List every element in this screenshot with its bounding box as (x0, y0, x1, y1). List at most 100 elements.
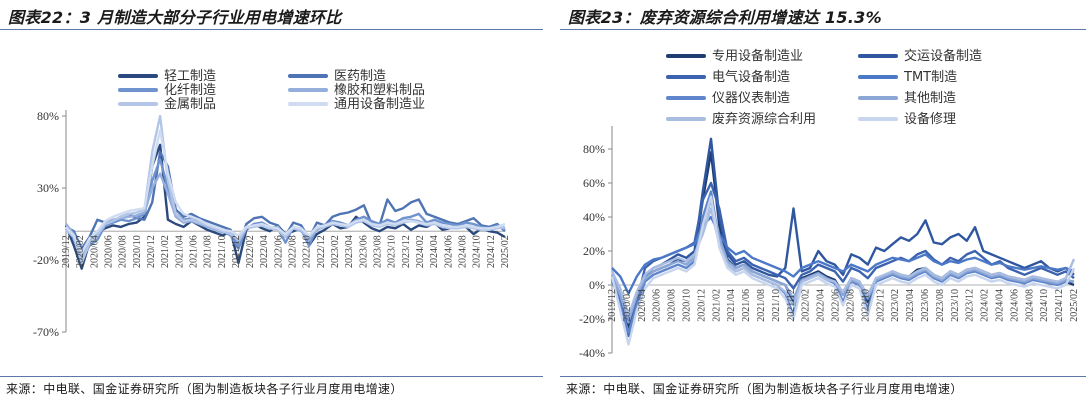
x-tick-label: 2021/02 (711, 289, 722, 322)
x-tick-label: 2023/06 (358, 235, 369, 268)
series-line-4 (611, 215, 1075, 295)
x-tick-label: 2020/04 (89, 235, 100, 268)
y-tick-label: 40% (583, 210, 605, 224)
right-footer-divider (560, 376, 1086, 377)
series-line-8 (610, 195, 1076, 346)
x-tick-label: 2024/10 (472, 235, 483, 268)
x-tick-label: 2020/06 (103, 235, 114, 268)
x-tick-label: 2020/08 (667, 289, 678, 322)
x-tick-label: 2023/04 (905, 289, 916, 322)
right-chart-title: 图表23：废弃资源综合利用增速达 15.3% (568, 8, 882, 27)
x-tick-label: 2024/12 (1054, 289, 1065, 322)
legend-label: 废弃资源综合利用 (712, 111, 816, 127)
x-tick-label: 2020/12 (146, 235, 157, 268)
legend-label: 仪器仪表制造 (712, 91, 790, 106)
x-tick-label: 2024/10 (1039, 289, 1050, 322)
x-tick-label: 2019/12 (607, 289, 618, 322)
y-tick-label: -20% (33, 253, 59, 267)
x-tick-label: 2020/02 (622, 289, 633, 322)
left-footer-divider (0, 376, 543, 377)
x-tick-label: 2024/08 (458, 235, 469, 268)
y-tick-label: -70% (33, 325, 59, 339)
y-tick-label: 80% (583, 142, 605, 156)
right-chart: 80% 60% 40% 20% 0% -20% -40% 2019/12 2020/02 2020… (579, 48, 1080, 360)
x-tick-label: 2022/08 (845, 289, 856, 322)
legend-label: 化纤制造 (164, 83, 216, 98)
series-line-3 (65, 157, 506, 262)
x-tick-label: 2022/04 (259, 235, 270, 268)
legend-label: 设备修理 (904, 111, 956, 127)
x-tick-label: 2023/08 (373, 235, 384, 268)
x-tick-label: 2021/12 (231, 235, 242, 268)
x-tick-label: 2022/02 (245, 235, 256, 268)
legend-label: 其他制造 (904, 91, 956, 106)
y-tick-label: -40% (579, 346, 605, 360)
series-line-5 (65, 114, 506, 265)
series-line-2 (610, 137, 1075, 321)
left-chart-title: 图表22：3 月制造大部分子行业用电增速环比 (8, 8, 342, 27)
x-tick-label: 2024/08 (1024, 289, 1035, 322)
x-tick-label: 2023/10 (950, 289, 961, 322)
x-tick-label: 2019/12 (61, 235, 72, 268)
left-source-note: 来源：中电联、国金证券研究所（图为制造板块各子行业月度用电增速） (6, 382, 403, 396)
y-tick-label: -20% (579, 312, 605, 326)
x-tick-label: 2024/02 (980, 289, 991, 322)
x-tick-label: 2021/12 (786, 289, 797, 322)
x-tick-label: 2021/10 (771, 289, 782, 322)
legend-label: 轻工制造 (164, 69, 216, 84)
x-tick-label: 2020/08 (118, 235, 129, 268)
x-tick-label: 2023/04 (344, 235, 355, 268)
x-tick-label: 2021/08 (203, 235, 214, 268)
x-tick-label: 2025/02 (500, 235, 511, 268)
x-tick-label: 2021/10 (217, 235, 228, 268)
y-tick-label: 80% (37, 109, 59, 123)
x-tick-label: 2020/10 (132, 235, 143, 268)
x-tick-label: 2022/08 (288, 235, 299, 268)
x-tick-label: 2022/10 (302, 235, 313, 268)
x-tick-label: 2020/04 (637, 289, 648, 322)
legend-label: 通用设备制造业 (334, 96, 425, 112)
x-tick-label: 2023/08 (935, 289, 946, 322)
x-tick-label: 2024/12 (486, 235, 497, 268)
legend-label: 专用设备制造业 (712, 48, 803, 64)
x-tick-label: 2022/12 (875, 289, 886, 322)
x-tick-label: 2024/04 (994, 289, 1005, 322)
x-tick-label: 2021/08 (756, 289, 767, 322)
x-tick-label: 2021/06 (188, 235, 199, 268)
right-title-divider (560, 29, 1086, 30)
legend-label: 橡胶和塑料制品 (334, 82, 425, 98)
x-tick-label: 2023/10 (387, 235, 398, 268)
legend-label: 金属制品 (164, 96, 216, 112)
x-tick-label: 2022/06 (273, 235, 284, 268)
x-tick-label: 2022/10 (860, 289, 871, 322)
right-source-note: 来源：中电联、国金证券研究所（图为制造板块各子行业月度用电增速） (566, 382, 963, 396)
series-line-6 (65, 129, 506, 255)
x-tick-label: 2024/02 (415, 235, 426, 268)
right-panel: 图表23：废弃资源综合利用增速达 15.3% 80% 60% 40% 20% 0% -20… (560, 0, 1086, 409)
x-tick-label: 2021/06 (741, 289, 752, 322)
x-tick-label: 2024/04 (429, 235, 440, 268)
x-tick-label: 2020/10 (682, 289, 693, 322)
x-tick-label: 2022/02 (801, 289, 812, 322)
left-title-divider (0, 29, 543, 30)
x-tick-label: 2023/02 (330, 235, 341, 268)
y-tick-label: 60% (583, 176, 605, 190)
x-tick-label: 2021/04 (726, 289, 737, 322)
x-tick-label: 2021/04 (174, 235, 185, 268)
x-tick-label: 2020/02 (75, 235, 86, 268)
x-tick-label: 2020/12 (696, 289, 707, 322)
left-panel: 图表22：3 月制造大部分子行业用电增速环比 80% 30% -20% -70% 201… (0, 8, 543, 396)
legend-label: 医药制造 (334, 69, 386, 84)
y-tick-label: 20% (583, 244, 605, 258)
x-tick-label: 2024/06 (443, 235, 454, 268)
series-line-5 (610, 190, 1074, 334)
x-tick-label: 2022/04 (816, 289, 827, 322)
x-tick-label: 2021/02 (160, 235, 171, 268)
x-tick-label: 2022/06 (831, 289, 842, 322)
legend-label: 电气设备制造 (712, 69, 790, 85)
x-tick-label: 2023/06 (920, 289, 931, 322)
y-tick-label: 0% (589, 278, 605, 292)
legend-label: 交运设备制造 (904, 48, 982, 64)
x-tick-label: 2025/02 (1069, 289, 1080, 322)
legend-label: TMT制造 (903, 70, 957, 85)
